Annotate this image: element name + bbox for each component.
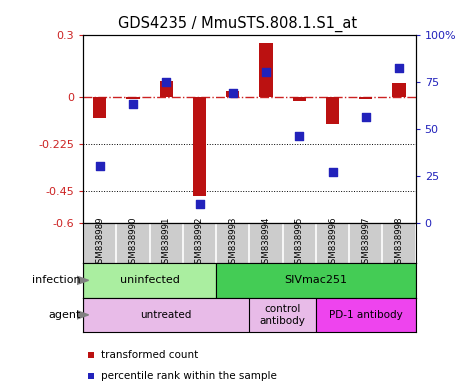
Text: infection: infection	[32, 275, 81, 285]
Bar	[259, 43, 273, 97]
Text: GDS4235 / MmuSTS.808.1.S1_at: GDS4235 / MmuSTS.808.1.S1_at	[118, 15, 357, 31]
Text: GSM838990: GSM838990	[129, 217, 137, 269]
Text: control
antibody: control antibody	[260, 304, 305, 326]
Bar	[93, 97, 106, 118]
Polygon shape	[76, 276, 88, 285]
Text: untreated: untreated	[141, 310, 192, 320]
Bar	[326, 97, 339, 124]
Text: PD-1 antibody: PD-1 antibody	[329, 310, 403, 320]
Text: transformed count: transformed count	[101, 350, 199, 360]
Bar	[83, 298, 249, 332]
Point	[162, 79, 170, 85]
Point	[229, 90, 237, 96]
Text: GSM838991: GSM838991	[162, 217, 171, 269]
Text: percentile rank within the sample: percentile rank within the sample	[101, 371, 277, 381]
Bar	[249, 298, 316, 332]
Bar	[193, 97, 206, 195]
Bar	[126, 97, 140, 99]
Bar	[316, 298, 416, 332]
Point	[96, 163, 104, 169]
Bar	[293, 97, 306, 101]
Bar	[216, 263, 416, 298]
Text: GSM838998: GSM838998	[395, 217, 403, 269]
Point	[262, 69, 270, 75]
Point	[362, 114, 370, 121]
Text: GSM838997: GSM838997	[361, 217, 370, 269]
Text: GSM838994: GSM838994	[262, 217, 270, 269]
Text: agent: agent	[48, 310, 81, 320]
Bar	[83, 263, 216, 298]
Point	[329, 169, 336, 175]
Bar	[160, 81, 173, 97]
Polygon shape	[76, 311, 88, 319]
Bar	[226, 91, 239, 97]
Text: GSM838993: GSM838993	[228, 217, 237, 269]
Text: SIVmac251: SIVmac251	[285, 275, 347, 285]
Point	[295, 133, 303, 139]
Point	[395, 65, 403, 71]
Text: GSM838992: GSM838992	[195, 217, 204, 269]
Text: uninfected: uninfected	[120, 275, 180, 285]
Text: GSM838995: GSM838995	[295, 217, 304, 269]
Bar	[392, 83, 406, 97]
Bar	[359, 97, 372, 99]
Text: GSM838989: GSM838989	[95, 217, 104, 269]
Point	[196, 201, 203, 207]
Point	[129, 101, 137, 107]
Text: GSM838996: GSM838996	[328, 217, 337, 269]
